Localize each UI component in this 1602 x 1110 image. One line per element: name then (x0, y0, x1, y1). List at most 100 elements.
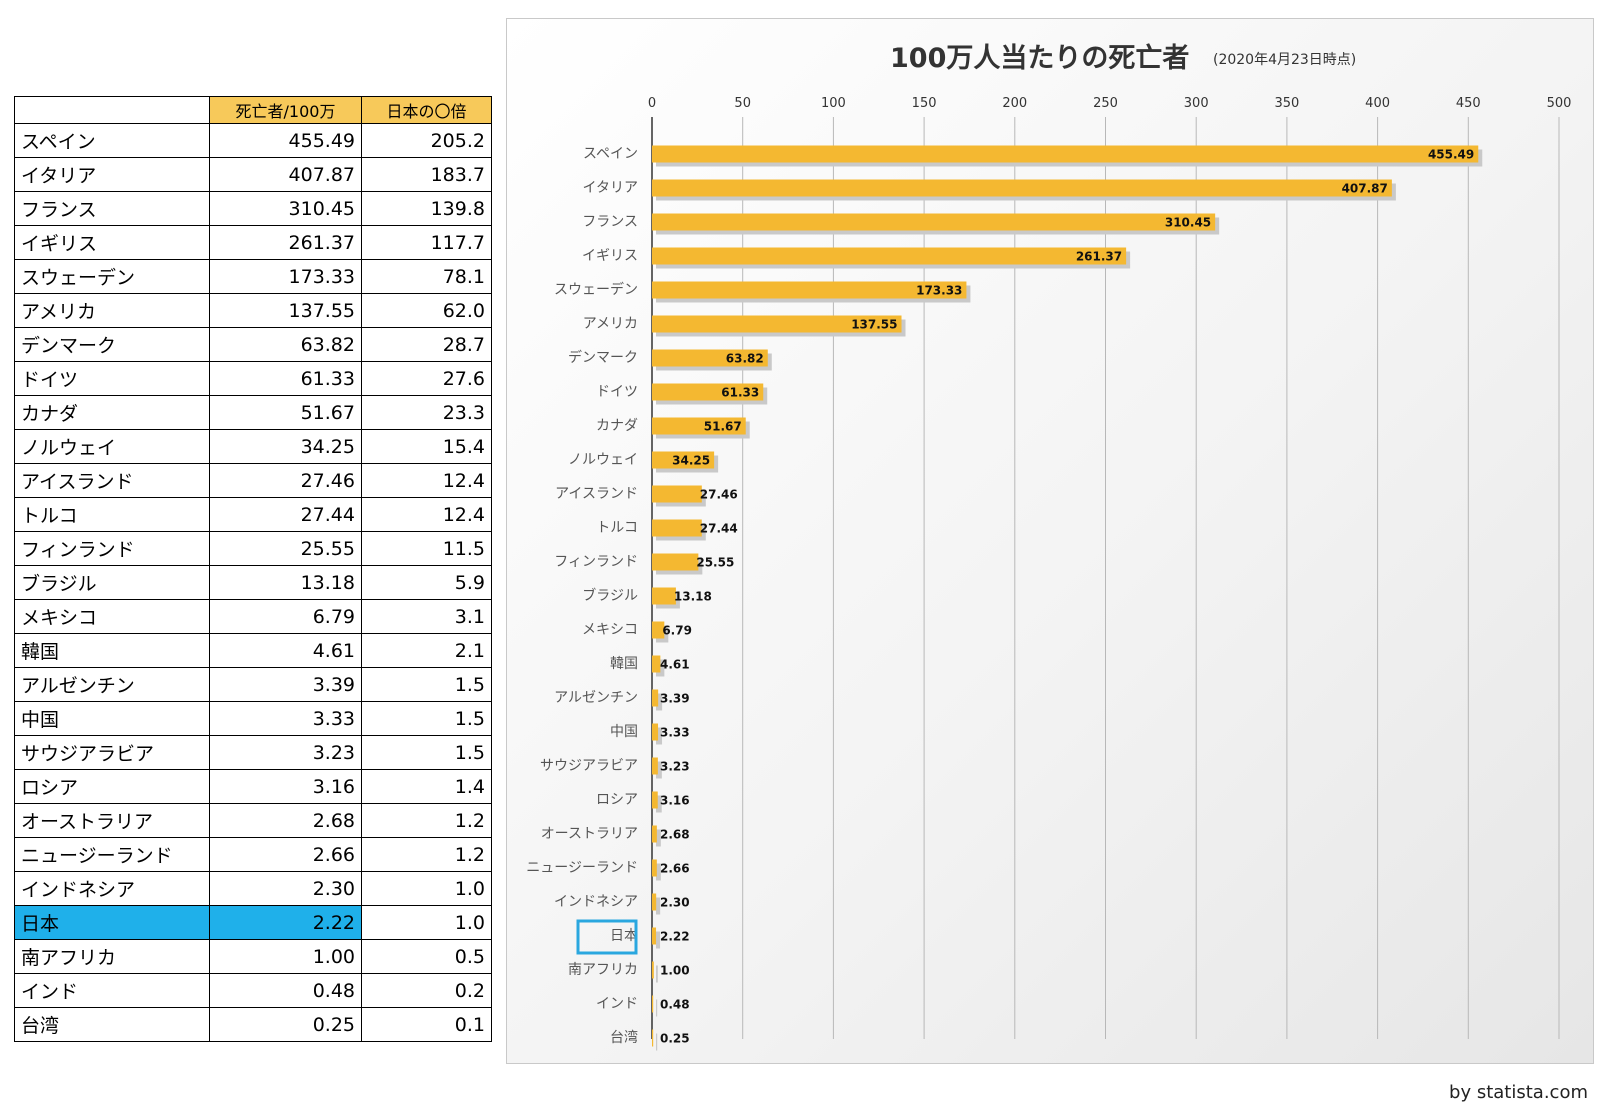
cell-ratio-to-japan: 2.1 (361, 633, 492, 668)
bar (652, 723, 659, 741)
bar (652, 247, 1127, 265)
bar-shadow (656, 1033, 658, 1051)
cell-country: ドイツ (14, 361, 210, 396)
cell-country: ブラジル (14, 565, 210, 600)
cell-ratio-to-japan: 1.5 (361, 701, 492, 736)
cell-ratio-to-japan: 0.5 (361, 939, 492, 974)
cell-ratio-to-japan: 27.6 (361, 361, 492, 396)
cell-country: ロシア (14, 769, 210, 804)
cell-deaths-per-million: 3.33 (209, 701, 362, 736)
bar (652, 791, 658, 809)
data-label: 137.55 (851, 318, 897, 332)
data-label: 61.33 (721, 386, 759, 400)
category-label: 韓国 (610, 656, 638, 672)
data-label: 3.39 (660, 692, 690, 706)
category-label: トルコ (596, 520, 638, 536)
cell-ratio-to-japan: 23.3 (361, 395, 492, 430)
cell-deaths-per-million: 1.00 (209, 939, 362, 974)
category-label: 南アフリカ (568, 962, 638, 978)
cell-ratio-to-japan: 1.2 (361, 803, 492, 838)
cell-deaths-per-million: 455.49 (209, 123, 362, 158)
bar (652, 179, 1392, 197)
cell-deaths-per-million: 310.45 (209, 191, 362, 226)
category-label: 日本 (610, 928, 638, 944)
table-row: オーストラリア 2.68 1.2 (14, 803, 492, 838)
table-row: アメリカ 137.55 62.0 (14, 293, 492, 328)
bar (652, 485, 702, 503)
table-row: イギリス 261.37 117.7 (14, 225, 492, 260)
bar (652, 859, 657, 877)
data-label: 3.33 (660, 726, 690, 740)
table-row: アルゼンチン 3.39 1.5 (14, 667, 492, 702)
cell-country: フランス (14, 191, 210, 226)
data-label: 3.16 (660, 794, 690, 808)
chart-title: 100万人当たりの死亡者 (890, 43, 1189, 74)
table-row: スペイン 455.49 205.2 (14, 123, 492, 158)
cell-country: インドネシア (14, 871, 210, 906)
data-label: 25.55 (696, 556, 734, 570)
cell-ratio-to-japan: 1.5 (361, 735, 492, 770)
bar (652, 349, 768, 367)
data-label: 6.79 (662, 624, 692, 638)
x-tick-label: 500 (1547, 96, 1572, 111)
bar (652, 553, 699, 571)
table-row: フィンランド 25.55 11.5 (14, 531, 492, 566)
table-row: メキシコ 6.79 3.1 (14, 599, 492, 634)
cell-deaths-per-million: 2.22 (209, 905, 362, 940)
data-label: 3.23 (660, 760, 690, 774)
category-label: ノルウェイ (568, 452, 638, 468)
cell-country: ノルウェイ (14, 429, 210, 464)
cell-ratio-to-japan: 183.7 (361, 157, 492, 192)
table-body: スペイン 455.49 205.2 イタリア 407.87 183.7 フランス 310.45… (14, 123, 492, 1042)
x-tick-label: 250 (1093, 96, 1118, 111)
category-label: アメリカ (583, 316, 638, 332)
cell-deaths-per-million: 137.55 (209, 293, 362, 328)
table-row: ドイツ 61.33 27.6 (14, 361, 492, 396)
bar-shadow (656, 761, 662, 779)
cell-deaths-per-million: 61.33 (209, 361, 362, 396)
category-label: アルゼンチン (554, 690, 638, 706)
category-label: 中国 (610, 724, 638, 740)
cell-deaths-per-million: 34.25 (209, 429, 362, 464)
data-label: 261.37 (1076, 250, 1122, 264)
cell-ratio-to-japan: 11.5 (361, 531, 492, 566)
cell-ratio-to-japan: 12.4 (361, 497, 492, 532)
highlight-box (576, 919, 638, 955)
cell-country: メキシコ (14, 599, 210, 634)
category-label: イタリア (583, 180, 638, 196)
category-label: 台湾 (610, 1029, 638, 1046)
table-row: 中国 3.33 1.5 (14, 701, 492, 736)
bar (652, 213, 1216, 231)
cell-deaths-per-million: 173.33 (209, 259, 362, 294)
header-ratio-to-japan: 日本の〇倍 (361, 96, 492, 124)
data-label: 173.33 (916, 284, 962, 298)
cell-country: オーストラリア (14, 803, 210, 838)
x-tick-label: 100 (821, 96, 846, 111)
cell-ratio-to-japan: 28.7 (361, 327, 492, 362)
table-row: 南アフリカ 1.00 0.5 (14, 939, 492, 974)
bar-shadow (656, 829, 661, 847)
bar (652, 689, 659, 707)
data-label: 1.00 (660, 964, 690, 978)
cell-deaths-per-million: 2.30 (209, 871, 362, 906)
cell-ratio-to-japan: 205.2 (361, 123, 492, 158)
bar (652, 621, 665, 639)
x-tick-label: 350 (1274, 96, 1299, 111)
cell-ratio-to-japan: 1.0 (361, 905, 492, 940)
x-tick-label: 0 (648, 96, 656, 111)
data-label: 407.87 (1342, 182, 1388, 196)
cell-ratio-to-japan: 15.4 (361, 429, 492, 464)
cell-deaths-per-million: 27.44 (209, 497, 362, 532)
cell-ratio-to-japan: 117.7 (361, 225, 492, 260)
bar (652, 927, 657, 945)
cell-ratio-to-japan: 78.1 (361, 259, 492, 294)
category-label: カナダ (596, 418, 638, 434)
bar (652, 451, 715, 469)
cell-country: サウジアラビア (14, 735, 210, 770)
table-row: 日本 2.22 1.0 (14, 905, 492, 940)
data-table: 死亡者/100万 日本の〇倍 スペイン 455.49 205.2 イタリア 407.87… (14, 96, 492, 1042)
cell-country: スペイン (14, 123, 210, 158)
cell-deaths-per-million: 51.67 (209, 395, 362, 430)
header-country (14, 96, 210, 124)
table-row: アイスランド 27.46 12.4 (14, 463, 492, 498)
